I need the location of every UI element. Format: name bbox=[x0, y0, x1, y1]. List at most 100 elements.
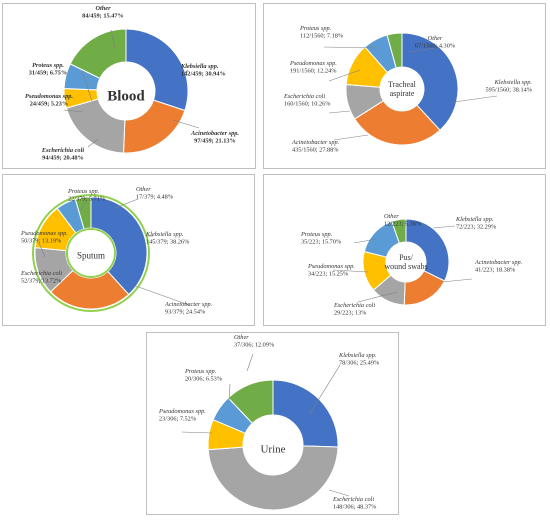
data-label-proteus-spp: Proteus spp. 20/306; 6.53% bbox=[184, 368, 223, 383]
donut-chart-sputum: Sputum Klebsiella spp. 145/379; 38.26% Acin… bbox=[20, 186, 212, 316]
category-name: Escherichia coli bbox=[333, 302, 375, 309]
category-value: 67/1560; 4.30% bbox=[415, 43, 456, 50]
slice-other bbox=[69, 28, 127, 79]
chart-center-title: Tracheal bbox=[388, 80, 416, 89]
category-value: 191/1560; 12.24% bbox=[290, 68, 337, 75]
category-name: Acinetobacter spp. bbox=[291, 139, 339, 146]
data-label-proteus-spp: Proteus spp. 31/459; 6.75% bbox=[29, 62, 67, 77]
chart-center-title: Sputum bbox=[77, 251, 105, 261]
slice-klebsiella-spp bbox=[401, 32, 459, 131]
category-value: 84/459; 15.47% bbox=[82, 13, 124, 20]
data-label-klebsiella-spp: Klebsiella spp. 72/223; 32.29% bbox=[455, 216, 497, 231]
data-label-escherichia-coli: Escherichia coli 94/459; 20.48% bbox=[41, 147, 84, 162]
category-value: 37/306; 12.09% bbox=[234, 342, 275, 349]
category-name: Other bbox=[136, 186, 151, 193]
category-value: 72/223; 32.29% bbox=[456, 224, 497, 231]
leader-line bbox=[181, 431, 213, 434]
category-name: Other bbox=[234, 334, 249, 341]
category-value: 41/223; 18.38% bbox=[475, 267, 516, 274]
leader-line bbox=[172, 119, 200, 129]
leader-line bbox=[38, 276, 44, 284]
leader-line bbox=[328, 110, 351, 114]
leader-line bbox=[432, 225, 456, 229]
data-label-escherichia-coli: Escherichia coli 29/223; 13% bbox=[333, 302, 375, 317]
category-name: Escherichia coli bbox=[41, 147, 84, 154]
category-value: 160/1560; 10.26% bbox=[284, 101, 331, 108]
data-label-proteus-spp: Proteus spp. 35/223; 15.70% bbox=[300, 231, 342, 246]
data-label-acinetobacter-spp: Acinetobacter spp. 435/1560; 27.88% bbox=[291, 139, 339, 154]
data-label-klebsiella-spp: Klebsiella spp. 595/1560; 38.14% bbox=[485, 79, 532, 94]
category-name: Other bbox=[428, 35, 443, 42]
slice-klebsiella-spp bbox=[125, 28, 189, 112]
category-name: Pseudomonas spp. bbox=[158, 408, 206, 415]
category-name: Pseudomonas spp. bbox=[307, 263, 355, 270]
category-value: 94/459; 20.48% bbox=[42, 155, 84, 162]
slice-klebsiella-spp bbox=[272, 379, 339, 448]
leader-line bbox=[114, 198, 139, 209]
data-label-proteus-spp: Proteus spp. 22/379; 5.71% bbox=[67, 188, 106, 203]
leader-line bbox=[308, 364, 341, 416]
leader-line bbox=[246, 353, 254, 372]
donut-chart-blood: Blood Klebsiella spp. 142/459; 30.94% Acine… bbox=[25, 5, 239, 162]
slice-other bbox=[227, 379, 274, 424]
category-value: 35/223; 15.70% bbox=[301, 239, 342, 246]
category-value: 29/223; 13% bbox=[334, 310, 367, 317]
leader-line bbox=[132, 284, 190, 306]
category-value: 24/459; 5.23% bbox=[30, 101, 68, 108]
category-value: 23/306; 7.52% bbox=[159, 416, 197, 423]
donut-chart-pus-wound-swabs: Pus/wound swabs Klebsiella spp. 72/223; 32… bbox=[300, 213, 522, 317]
chart-panel-tracheal-aspirate: Tracheal aspirate Klebsiella spp. 595/1560;… bbox=[263, 3, 546, 169]
category-value: 145/379; 38.26% bbox=[146, 239, 190, 246]
outer-ring bbox=[32, 194, 150, 312]
category-value: 12/223; 5.38% bbox=[384, 221, 422, 228]
category-name: Escherichia coli bbox=[20, 270, 62, 277]
category-value: 97/459; 21.13% bbox=[194, 138, 236, 145]
category-name: Proteus spp. bbox=[299, 25, 331, 32]
slice-escherichia-coli bbox=[65, 98, 126, 154]
category-value: 17/379; 4.48% bbox=[136, 194, 174, 201]
category-value: 31/459; 6.75% bbox=[29, 70, 67, 77]
category-value: 52/379; 13.72% bbox=[21, 278, 62, 285]
leader-line bbox=[441, 278, 473, 283]
data-label-acinetobacter-spp: Acinetobacter spp. 97/459; 21.13% bbox=[190, 130, 239, 145]
leader-line bbox=[228, 383, 231, 402]
category-value: 78/306; 25.49% bbox=[339, 360, 380, 367]
category-name: Escherichia coli bbox=[283, 93, 325, 100]
category-value: 112/1560; 7.18% bbox=[300, 33, 344, 40]
chart-panel-blood: Blood Klebsiella spp. 142/459; 30.94% Acine… bbox=[2, 3, 256, 169]
data-label-escherichia-coli: Escherichia coli 52/379; 13.72% bbox=[20, 270, 62, 285]
leader-line bbox=[357, 291, 398, 303]
slice-other bbox=[386, 32, 403, 69]
leader-line bbox=[328, 489, 350, 497]
donut-chart-urine: Urine Klebsiella spp. 78/306; 25.49% Escher… bbox=[158, 334, 380, 511]
category-name: Pseudomonas spp. bbox=[25, 93, 73, 100]
leader-line bbox=[87, 138, 99, 148]
chart-center-title: Pus/ bbox=[399, 253, 414, 262]
category-name: Acinetobacter spp. bbox=[164, 301, 212, 308]
chart-center-title: aspirate bbox=[390, 89, 415, 98]
leader-line bbox=[400, 221, 407, 225]
leader-line bbox=[81, 70, 93, 102]
category-value: 22/379; 5.71% bbox=[68, 196, 106, 203]
leader-line bbox=[182, 69, 189, 75]
chart-center-title: wound swabs bbox=[384, 262, 427, 271]
category-name: Proteus spp. bbox=[32, 62, 64, 69]
data-label-pseudomonas-spp: Pseudomonas spp. 23/306; 7.52% bbox=[158, 408, 206, 423]
data-label-proteus-spp: Proteus spp. 112/1560; 7.18% bbox=[299, 25, 344, 40]
data-label-escherichia-coli: Escherichia coli 148/306; 48.37% bbox=[332, 496, 377, 511]
category-name: Klebsiella spp. bbox=[338, 352, 376, 359]
leader-line bbox=[110, 29, 116, 49]
chart-panel-pus-wound-swabs: Pus/wound swabs Klebsiella spp. 72/223; 32… bbox=[263, 174, 546, 326]
category-name: Other bbox=[384, 213, 399, 220]
category-value: 148/306; 48.37% bbox=[333, 504, 377, 511]
leader-line bbox=[323, 46, 380, 49]
category-name: Acinetobacter spp. bbox=[190, 130, 239, 137]
chart-center-title: Urine bbox=[260, 443, 285, 455]
chart-panel-sputum: Sputum Klebsiella spp. 145/379; 38.26% Acin… bbox=[2, 174, 255, 326]
category-value: 435/1560; 27.88% bbox=[292, 147, 339, 154]
slice-escherichia-coli bbox=[207, 445, 339, 511]
category-name: Proteus spp. bbox=[67, 188, 99, 195]
category-name: Klebsiella spp. bbox=[180, 63, 219, 70]
data-label-klebsiella-spp: Klebsiella spp. 145/379; 38.26% bbox=[145, 231, 190, 246]
category-name: Acinetobacter spp. bbox=[474, 259, 522, 266]
